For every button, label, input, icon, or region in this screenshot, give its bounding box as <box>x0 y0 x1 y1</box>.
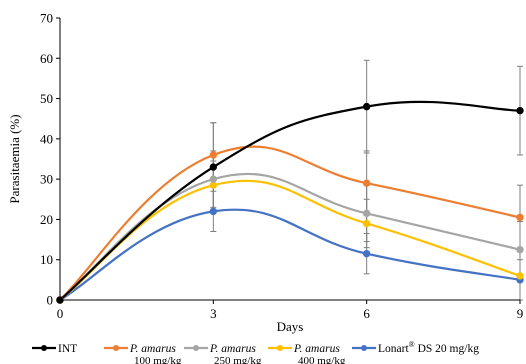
legend-label-dose: 100 mg/kg <box>134 355 182 364</box>
legend-swatch-marker <box>193 345 199 351</box>
y-tick-label: 0 <box>47 293 54 308</box>
data-point <box>516 213 524 222</box>
series-line <box>59 208 521 301</box>
legend-item: INT <box>32 343 77 355</box>
data-point <box>209 163 218 171</box>
series-line <box>59 172 521 301</box>
data-point <box>362 219 371 228</box>
y-tick-label: 30 <box>40 172 53 187</box>
series-lines <box>59 100 521 301</box>
y-axis: 0 10 20 30 40 50 60 70 <box>40 11 61 308</box>
data-point <box>362 102 371 111</box>
series-line <box>59 179 521 301</box>
legend-swatch-marker <box>361 345 367 351</box>
markers <box>56 102 524 304</box>
data-point <box>209 207 218 216</box>
x-tick-label: 0 <box>57 306 64 321</box>
x-axis: 0 3 6 9 <box>57 299 524 321</box>
data-point <box>516 245 524 254</box>
y-tick-label: 50 <box>40 91 53 106</box>
data-point <box>56 296 64 304</box>
legend-item: Lonart® DS 20 mg/kg <box>352 340 479 355</box>
y-tick-label: 60 <box>40 51 53 66</box>
x-axis-title: Days <box>277 319 304 334</box>
legend-swatch-marker <box>113 345 119 351</box>
data-point <box>209 151 218 159</box>
x-tick-label: 9 <box>517 306 524 321</box>
data-point <box>362 209 371 218</box>
data-point <box>209 175 218 183</box>
y-tick-label: 20 <box>40 212 53 227</box>
y-tick-label: 10 <box>40 252 53 267</box>
y-axis-title: Parasitaemia (%) <box>7 114 22 203</box>
data-point <box>362 179 371 187</box>
x-tick-label: 6 <box>363 306 370 321</box>
legend-label: INT <box>58 343 77 355</box>
data-point <box>516 106 524 115</box>
legend-label-dose: 400 mg/kg <box>298 355 346 364</box>
data-point <box>516 272 524 280</box>
legend-label: P. amarus <box>209 343 256 355</box>
legend-swatch-marker <box>277 345 283 351</box>
legend-label: Lonart® DS 20 mg/kg <box>378 340 479 355</box>
y-tick-label: 40 <box>40 131 53 146</box>
data-point <box>362 249 371 258</box>
legend-label-dose: 250 mg/kg <box>214 355 262 364</box>
series-line <box>59 100 521 301</box>
series-line <box>59 145 521 301</box>
legend-label: P. amarus <box>293 343 340 355</box>
y-tick-label: 70 <box>40 11 53 26</box>
legend-swatch-marker <box>41 345 47 351</box>
x-tick-label: 3 <box>210 306 217 321</box>
legend-label: P. amarus <box>129 343 176 355</box>
data-point <box>209 181 218 189</box>
